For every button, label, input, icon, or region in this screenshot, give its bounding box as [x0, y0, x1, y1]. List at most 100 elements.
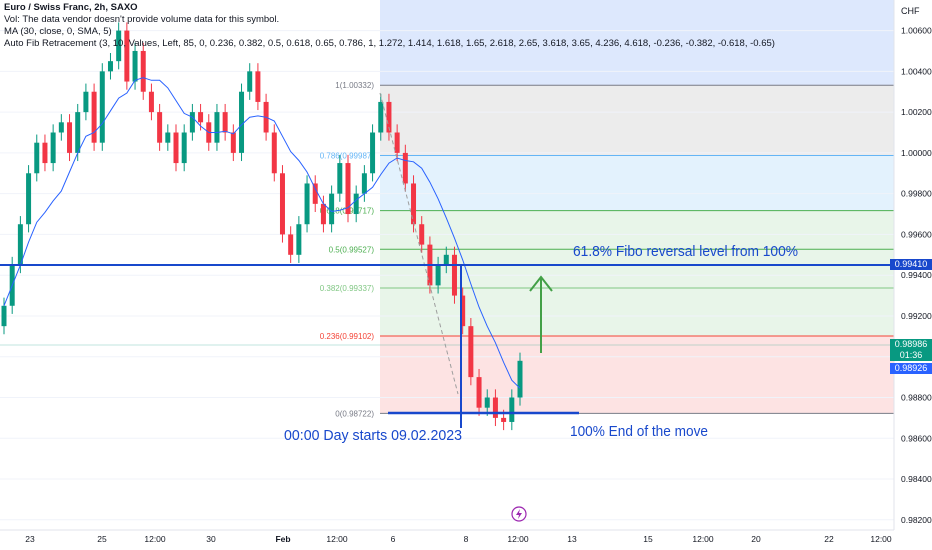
price-tick-label: 0.98200 — [901, 515, 932, 525]
candle-body — [75, 112, 81, 153]
candle-body — [345, 163, 351, 215]
candle-body — [394, 132, 400, 153]
last-price-value: 0.98986 — [894, 339, 928, 349]
fib-indicator-label[interactable]: Auto Fib Retracement (3, 10, Values, Lef… — [4, 38, 775, 49]
candle-body — [1, 305, 7, 327]
candle-body — [132, 50, 138, 82]
candle-body — [296, 224, 302, 255]
candle-body — [386, 101, 392, 133]
time-axis: 23 25 12:00 30 Feb 12:00 6 8 12:00 13 15 12:00 20 22 1… — [25, 534, 892, 544]
time-tick-label: 12:00 — [326, 534, 348, 544]
time-tick-label: 6 — [391, 534, 396, 544]
time-tick-label: 12:00 — [692, 534, 714, 544]
chart-highlight-zone — [380, 0, 894, 100]
candle-body — [99, 71, 105, 143]
fib-level-label: 0.236(0.99102) — [320, 332, 375, 341]
candle-body — [239, 91, 245, 153]
time-tick-label: 8 — [464, 534, 469, 544]
volume-notice: Vol: The data vendor doesn't provide vol… — [4, 14, 280, 25]
fib-level-label: 0.382(0.99337) — [320, 284, 375, 293]
candle-body — [435, 265, 441, 286]
candle-body — [329, 193, 335, 225]
candle-body — [509, 397, 515, 422]
time-tick-label: 12:00 — [870, 534, 892, 544]
candle-body — [173, 132, 179, 164]
candle-body — [271, 132, 277, 174]
price-tick-label: 0.99200 — [901, 311, 932, 321]
candle-body — [26, 173, 32, 225]
bar-countdown: 01:36 — [899, 350, 923, 360]
fib-reversal-annotation[interactable]: 61.8% Fibo reversal level from 100% — [573, 243, 798, 260]
price-tick-label: 1.00000 — [901, 148, 932, 158]
day-start-annotation[interactable]: 00:00 Day starts 09.02.2023 — [284, 427, 462, 444]
candle-body — [468, 326, 474, 378]
candle-body — [157, 112, 163, 143]
time-tick-label: 12:00 — [507, 534, 529, 544]
price-grid — [0, 30, 894, 521]
candle-body — [443, 254, 449, 265]
price-tick-label: 0.98400 — [901, 474, 932, 484]
fib-zone — [380, 288, 894, 336]
candle-body — [419, 224, 425, 245]
candle-body — [17, 224, 23, 265]
price-tick-label: 0.98600 — [901, 433, 932, 443]
candle-body — [165, 132, 171, 143]
candle-body — [34, 142, 40, 174]
lightning-icon[interactable] — [511, 506, 527, 522]
ma-indicator-label[interactable]: MA (30, close, 0, SMA, 5) — [4, 26, 112, 37]
candle-body — [370, 132, 376, 174]
price-axis: 1.00600 1.00400 1.00200 1.00000 0.99800 0.996… — [901, 26, 932, 525]
candle-body — [255, 71, 261, 102]
price-tick-label: 0.99400 — [901, 270, 932, 280]
candle-body — [288, 234, 294, 255]
candle-body — [312, 183, 318, 204]
candle-body — [304, 183, 310, 225]
previous-price-tag: 0.98926 — [890, 363, 932, 374]
candle-body — [91, 91, 97, 143]
price-tick-label: 0.99600 — [901, 229, 932, 239]
candle-body — [484, 397, 490, 408]
time-tick-label: 25 — [97, 534, 107, 544]
fib-level-label: 0.5(0.99527) — [329, 245, 375, 254]
time-tick-label: 13 — [567, 534, 577, 544]
candle-body — [378, 101, 384, 133]
currency-label: CHF — [901, 6, 920, 16]
candle-body — [58, 122, 64, 133]
fib-zone — [380, 210, 894, 250]
fib-zone — [380, 335, 894, 414]
candle-body — [411, 183, 417, 225]
time-tick-label: 22 — [824, 534, 834, 544]
fib-zone — [380, 85, 894, 156]
fib-level-label: 1(1.00332) — [335, 81, 374, 90]
candle-body — [476, 377, 482, 408]
time-tick-label: 20 — [751, 534, 761, 544]
candle-body — [279, 173, 285, 235]
end-of-move-annotation[interactable]: 100% End of the move — [570, 423, 708, 440]
candle-body — [148, 91, 154, 113]
candle-body — [451, 254, 457, 296]
candle-body — [67, 122, 73, 153]
candle-body — [83, 91, 89, 113]
horizontal-level-price-tag: 0.99410 — [890, 259, 932, 270]
candle-body — [42, 142, 48, 164]
candle-body — [247, 71, 253, 92]
candle-body — [230, 132, 236, 153]
candle-body — [460, 295, 466, 327]
candle-body — [501, 417, 507, 422]
price-tick-label: 0.99800 — [901, 189, 932, 199]
candle-body — [222, 112, 228, 133]
fib-level-label: 0(0.98722) — [335, 409, 374, 418]
time-tick-label: 15 — [643, 534, 653, 544]
price-tick-label: 1.00400 — [901, 66, 932, 76]
candle-body — [116, 30, 122, 62]
time-tick-label: Feb — [275, 534, 290, 544]
candle-body — [181, 132, 187, 164]
fib-zone — [380, 155, 894, 211]
reversal-arrow-head — [529, 275, 553, 292]
candle-body — [198, 112, 204, 123]
symbol-title[interactable]: Euro / Swiss Franc, 2h, SAXO — [4, 2, 138, 13]
price-tick-label: 1.00600 — [901, 26, 932, 36]
time-tick-label: 23 — [25, 534, 35, 544]
